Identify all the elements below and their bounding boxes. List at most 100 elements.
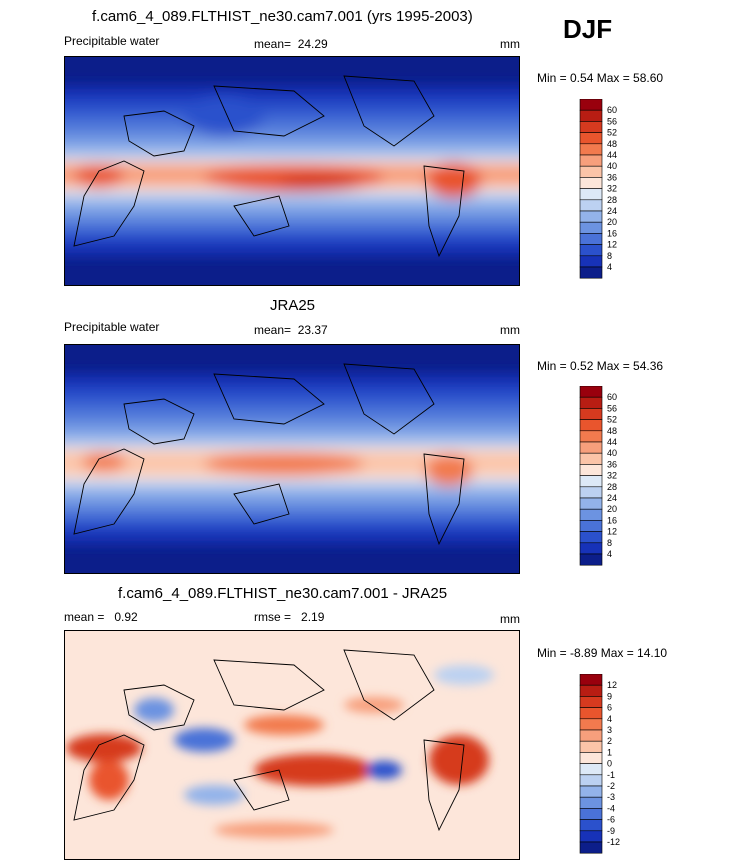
panel3-colorbar-box: [579, 796, 603, 809]
panel2-colorbar-label: 52: [607, 415, 617, 425]
panel2-colorbar-box: [579, 386, 603, 398]
panel3-colorbar-box: [579, 729, 603, 742]
panel3-colorbar-label: 1: [607, 747, 612, 757]
panel2-colorbar-label: 12: [607, 527, 617, 537]
panel1-colorbar-box: [579, 109, 603, 122]
panel3-colorbar-label: 2: [607, 736, 612, 746]
panel3-colorbar-label: 3: [607, 725, 612, 735]
panel3-colorbar-box: [579, 808, 603, 820]
panel3-colorbar-box: [579, 841, 603, 854]
panel3-colorbar-box: [579, 718, 603, 731]
panel2-colorbar-label: 60: [607, 392, 617, 402]
panel2-colorbar-box: [579, 553, 603, 566]
panel2-colorbar-box: [579, 486, 603, 499]
panel1-colorbar-box: [579, 244, 603, 257]
panel3-rmse-value: 2.19: [301, 610, 325, 624]
panel2-colorbar-label: 56: [607, 403, 617, 413]
panel3-title: f.cam6_4_089.FLTHIST_ne30.cam7.001 - JRA…: [118, 585, 448, 602]
panel1-colorbar-box: [579, 233, 603, 245]
panel1-title: f.cam6_4_089.FLTHIST_ne30.cam7.001 (yrs …: [92, 8, 473, 25]
panel3-colorbar-box: [579, 819, 603, 832]
panel3-units: mm: [500, 612, 520, 626]
panel1-colorbar-box: [579, 99, 603, 111]
panel1-colorbar-label: 24: [607, 206, 617, 216]
panel3-rmse-label: rmse = 2.19: [254, 610, 325, 624]
panel2-colorbar-box: [579, 430, 603, 443]
panel3-mean-label: mean = 0.92: [64, 610, 138, 624]
panel1-map: [64, 56, 520, 286]
panel2-colorbar-label: 32: [607, 471, 617, 481]
panel1-colorbar-label: 8: [607, 251, 612, 261]
panel3-colorbar-label: 12: [607, 680, 617, 690]
panel1-colorbar-box: [579, 210, 603, 223]
panel3-colorbar-label: 6: [607, 703, 612, 713]
panel3-colorbar-box: [579, 763, 603, 776]
panel2-colorbar-label: 20: [607, 504, 617, 514]
panel2-colorbar-label: 36: [607, 459, 617, 469]
panel3-colorbar-box: [579, 707, 603, 720]
panel1-colorbar-box: [579, 266, 603, 279]
panel3-colorbar-label: -2: [607, 781, 615, 791]
panel1-units: mm: [500, 37, 520, 51]
panel2-mean-label: mean= 23.37: [254, 323, 328, 337]
panel3-colorbar-box: [579, 674, 603, 686]
panel1-colorbar-box: [579, 188, 603, 201]
panel1-colorbar-label: 52: [607, 128, 617, 138]
panel3-colorbar-box: [579, 696, 603, 708]
panel1-colorbar-box: [579, 177, 603, 189]
panel2-colorbar-box: [579, 520, 603, 532]
panel3-colorbar-label: -3: [607, 792, 615, 802]
panel3-colorbar-label: 9: [607, 691, 612, 701]
panel1-colorbar-label: 36: [607, 172, 617, 182]
panel2-colorbar-box: [579, 396, 603, 409]
panel2-colorbar-box: [579, 497, 603, 510]
panel3-colorbar-label: 4: [607, 714, 612, 724]
panel3-map: [64, 630, 520, 860]
panel2-colorbar-box: [579, 531, 603, 544]
panel3-colorbar-label: -4: [607, 803, 615, 813]
panel2-title: JRA25: [270, 297, 316, 314]
panel2-units: mm: [500, 323, 520, 337]
panel3-colorbar-label: -12: [607, 837, 620, 847]
panel2-colorbar-label: 28: [607, 482, 617, 492]
panel1-colorbar-box: [579, 121, 603, 133]
panel2-minmax: Min = 0.52 Max = 54.36: [537, 359, 664, 373]
panel2-colorbar-box: [579, 419, 603, 432]
panel2-colorbar-label: 8: [607, 538, 612, 548]
panel1-colorbar-label: 4: [607, 262, 612, 272]
panel1-colorbar-label: 56: [607, 116, 617, 126]
panel1-colorbar-box: [579, 143, 603, 156]
panel2-colorbar-label: 4: [607, 549, 612, 559]
panel2-colorbar-box: [579, 464, 603, 476]
panel2-colorbar-label: 44: [607, 437, 617, 447]
panel3-colorbar-box: [579, 774, 603, 787]
panel2-colorbar-box: [579, 452, 603, 465]
panel1-colorbar-box: [579, 199, 603, 212]
panel3-colorbar-box: [579, 684, 603, 697]
panel1-colorbar-label: 48: [607, 139, 617, 149]
panel1-mean-value: 24.29: [297, 37, 328, 51]
panel2-map: [64, 344, 520, 574]
panel1-colorbar-label: 16: [607, 228, 617, 238]
panel1-colorbar-box: [579, 221, 603, 234]
panel2-colorbar-label: 40: [607, 448, 617, 458]
panel3-colorbar-box: [579, 752, 603, 764]
season-label: DJF: [563, 14, 613, 44]
panel2-colorbar-box: [579, 475, 603, 488]
panel1-colorbar-box: [579, 132, 603, 145]
panel3-mean-value: 0.92: [114, 610, 138, 624]
panel1-colorbar-box: [579, 255, 603, 268]
panel3-colorbar-box: [579, 740, 603, 753]
panel1-minmax: Min = 0.54 Max = 58.60: [537, 71, 664, 85]
panel2-variable: Precipitable water: [64, 320, 160, 334]
panel2-colorbar-label: 24: [607, 493, 617, 503]
panel3-colorbar-box: [579, 785, 603, 798]
panel2-colorbar-label: 16: [607, 515, 617, 525]
panel2-colorbar-box: [579, 542, 603, 555]
panel1-colorbar-label: 28: [607, 195, 617, 205]
panel3-colorbar-label: -1: [607, 770, 615, 780]
panel1-colorbar-label: 12: [607, 240, 617, 250]
panel3-colorbar-box: [579, 830, 603, 843]
